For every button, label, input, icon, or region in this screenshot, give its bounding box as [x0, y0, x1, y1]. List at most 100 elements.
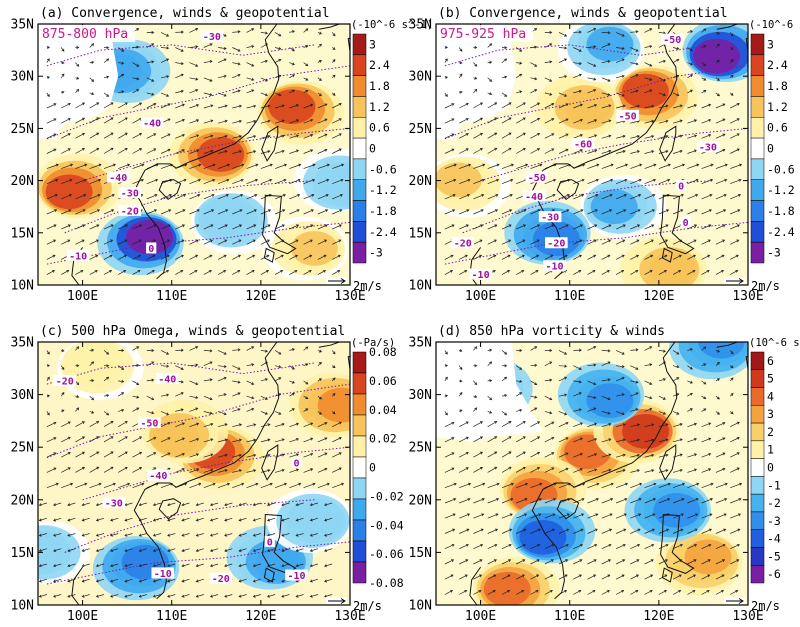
- wind-arrow: [75, 269, 84, 275]
- coast-line: [531, 342, 678, 600]
- wind-arrow: [501, 46, 508, 50]
- wind-arrow: [658, 104, 669, 109]
- wind-arrow: [516, 436, 526, 443]
- wind-arrow: [516, 209, 527, 215]
- wind-arrow: [195, 517, 204, 522]
- wind-arrow: [459, 254, 468, 260]
- wind-arrow: [175, 348, 184, 352]
- wind-arrow: [573, 73, 582, 79]
- wind-arrow: [516, 269, 525, 275]
- wind-arrow: [630, 89, 639, 94]
- wind-arrow: [152, 548, 162, 552]
- wind-arrow: [175, 118, 185, 124]
- wind-arrow: [61, 163, 74, 169]
- wind-arrow: [573, 468, 583, 473]
- wind-arrow: [317, 209, 329, 215]
- wind-arrow: [501, 421, 512, 428]
- wind-arrow: [730, 543, 740, 550]
- wind-arrow: [501, 163, 514, 169]
- wind-arrow: [146, 92, 155, 96]
- wind-arrow: [544, 452, 555, 458]
- colorbar-label: 4: [767, 389, 774, 403]
- wind-arrow: [324, 563, 333, 568]
- wind-arrow: [701, 45, 707, 48]
- wind-arrow: [181, 594, 190, 598]
- wind-arrow: [61, 409, 65, 413]
- wind-arrow: [444, 376, 448, 382]
- wind-arrow: [444, 452, 455, 458]
- colorbar-bin: [352, 540, 367, 563]
- wind-arrow: [189, 28, 199, 33]
- wind-arrow: [701, 498, 714, 504]
- contour-label-bg: [106, 171, 130, 183]
- contour-label-text: -50: [663, 35, 681, 46]
- wind-arrow: [672, 543, 683, 550]
- wind-arrow: [530, 451, 541, 458]
- x-tick-label: 110E: [156, 609, 187, 624]
- anomaly-level: [648, 251, 696, 285]
- wind-arrow: [189, 407, 199, 412]
- wind-arrow: [89, 60, 95, 64]
- wind-arrow: [516, 421, 526, 428]
- wind-arrow: [615, 194, 627, 200]
- wind-arrow: [587, 363, 597, 367]
- wind-arrow: [260, 178, 273, 185]
- wind-arrow: [203, 349, 213, 353]
- plot-area: [436, 342, 748, 605]
- wind-arrow: [715, 133, 726, 139]
- wind-arrow: [89, 102, 100, 109]
- wind-arrow: [317, 361, 322, 366]
- wind-arrow: [530, 395, 538, 399]
- wind-arrow: [573, 392, 582, 397]
- wind-arrow: [274, 32, 282, 37]
- subtitle-bg: [39, 25, 136, 42]
- wind-arrow: [160, 92, 170, 97]
- wind-arrow: [673, 468, 683, 473]
- wind-arrow: [266, 502, 276, 507]
- wind-arrow: [701, 103, 712, 109]
- colorbar-bin: [750, 440, 765, 459]
- wind-arrow: [132, 436, 143, 443]
- wind-arrow: [516, 543, 527, 550]
- wind-arrow: [516, 528, 527, 534]
- wind-arrow: [587, 346, 597, 351]
- y-tick-label: 35N: [11, 336, 34, 351]
- wind-arrow: [587, 134, 598, 139]
- wind-arrow: [61, 269, 70, 275]
- wind-arrow: [81, 594, 90, 598]
- wind-arrow: [61, 224, 71, 230]
- wind-arrow: [558, 452, 569, 458]
- wind-arrow: [224, 533, 233, 537]
- wind-arrow: [473, 498, 485, 504]
- field-anomaly: [682, 24, 748, 83]
- contour-line: [480, 127, 748, 182]
- wind-arrow: [53, 502, 62, 507]
- wind-arrow: [260, 77, 268, 82]
- colorbar-bin: [750, 137, 765, 160]
- wind-arrow: [295, 594, 304, 598]
- wind-arrow: [544, 118, 555, 124]
- wind-arrow: [303, 163, 316, 169]
- contour-label-text: 0: [293, 458, 299, 469]
- colorbar-bin: [750, 458, 765, 477]
- island-outline: [660, 194, 695, 255]
- wind-arrow: [175, 73, 184, 79]
- wind-arrow: [238, 594, 247, 598]
- wind-arrow: [458, 73, 463, 79]
- wind-arrow: [715, 77, 720, 81]
- wind-arrow: [75, 132, 85, 139]
- wind-arrow: [573, 209, 584, 215]
- colorbar-label: 0: [369, 142, 376, 156]
- colorbar-label: 2.4: [369, 58, 390, 72]
- wind-arrow: [601, 559, 611, 565]
- wind-arrow: [501, 75, 508, 79]
- wind-arrow: [146, 77, 155, 82]
- wind-arrow: [501, 92, 508, 97]
- wind-arrow: [218, 423, 228, 428]
- wind-arrow: [501, 194, 513, 200]
- wind-arrow: [658, 453, 669, 458]
- wind-arrow: [516, 117, 526, 124]
- wind-arrow: [587, 574, 597, 580]
- wind-arrow: [473, 589, 482, 595]
- wind-arrow: [132, 467, 143, 473]
